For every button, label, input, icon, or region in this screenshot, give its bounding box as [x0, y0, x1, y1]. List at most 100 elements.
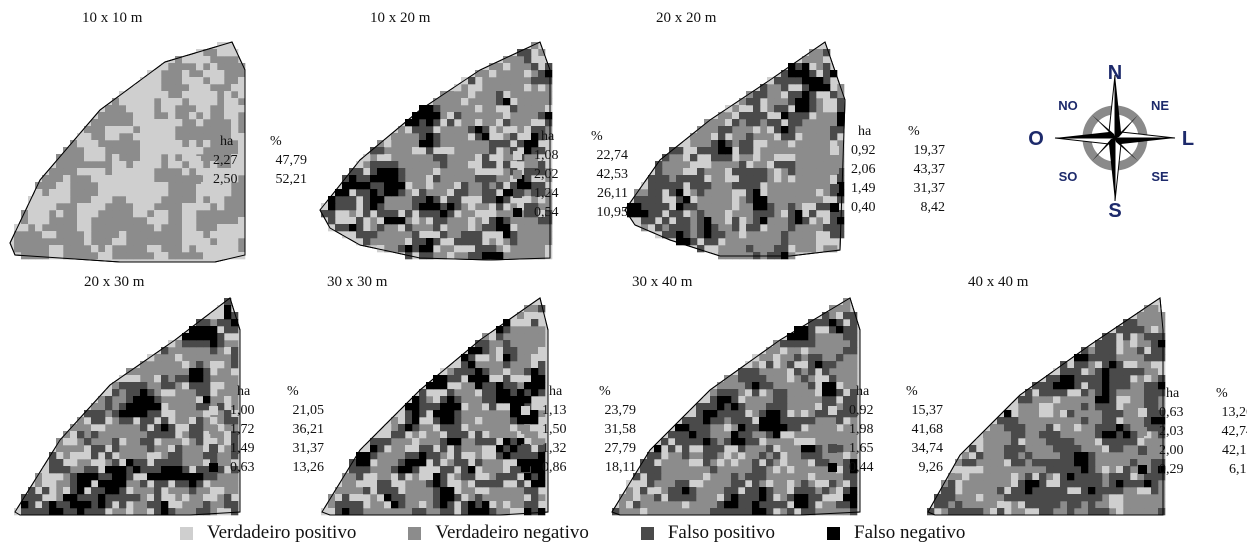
raster-cell — [1088, 508, 1096, 516]
raster-cell — [496, 368, 504, 376]
raster-cell — [182, 424, 190, 432]
raster-cell — [990, 452, 998, 460]
raster-cell — [447, 445, 455, 453]
raster-cell — [969, 501, 977, 509]
raster-cell — [426, 161, 434, 169]
raster-cell — [70, 161, 78, 169]
raster-cell — [203, 112, 211, 120]
raster-cell — [745, 452, 753, 460]
raster-cell — [759, 466, 767, 474]
raster-cell — [787, 473, 795, 481]
raster-cell — [196, 91, 204, 99]
raster-cell — [154, 354, 162, 362]
raster-cell — [732, 245, 740, 253]
raster-cell — [133, 494, 141, 502]
raster-cell — [175, 126, 183, 134]
raster-cell — [795, 98, 803, 106]
raster-cell — [342, 473, 350, 481]
classification-raster — [627, 49, 845, 260]
raster-cell — [794, 501, 802, 509]
raster-cell — [1074, 452, 1082, 460]
raster-cell — [697, 175, 705, 183]
raster-cell — [934, 508, 942, 516]
raster-cell — [746, 245, 754, 253]
raster-cell — [766, 438, 774, 446]
raster-cell — [843, 508, 851, 516]
raster-cell — [126, 112, 134, 120]
raster-cell — [788, 168, 796, 176]
raster-cell — [489, 347, 497, 355]
raster-cell — [510, 126, 518, 134]
stats-ha-value: 1,08 — [534, 148, 559, 163]
raster-cell — [503, 245, 511, 253]
raster-cell — [843, 445, 851, 453]
panel-title: 40 x 40 m — [968, 274, 1029, 290]
panel-title: 10 x 10 m — [82, 10, 143, 26]
raster-cell — [161, 182, 169, 190]
raster-cell — [489, 217, 497, 225]
raster-cell — [1109, 466, 1117, 474]
raster-cell — [447, 452, 455, 460]
raster-cell — [217, 403, 225, 411]
raster-cell — [759, 431, 767, 439]
raster-cell — [983, 459, 991, 467]
raster-cell — [517, 49, 525, 57]
raster-cell — [217, 361, 225, 369]
raster-cell — [447, 508, 455, 516]
raster-cell — [433, 424, 441, 432]
raster-cell — [140, 154, 148, 162]
stats-pct-value: 52,21 — [275, 172, 308, 187]
raster-cell — [676, 161, 684, 169]
raster-cell — [669, 231, 677, 239]
raster-cell — [475, 424, 483, 432]
raster-cell — [203, 417, 211, 425]
raster-cell — [647, 466, 655, 474]
raster-cell — [1046, 410, 1054, 418]
raster-cell — [461, 175, 469, 183]
raster-cell — [342, 508, 350, 516]
raster-cell — [161, 417, 169, 425]
raster-cell — [794, 333, 802, 341]
raster-cell — [1032, 494, 1040, 502]
raster-cell — [641, 217, 649, 225]
raster-cell — [210, 161, 218, 169]
raster-cell — [524, 333, 532, 341]
raster-cell — [105, 147, 113, 155]
raster-cell — [63, 182, 71, 190]
raster-cell — [426, 396, 434, 404]
raster-cell — [808, 347, 816, 355]
stats-header-ha: ha — [541, 129, 555, 144]
raster-cell — [787, 347, 795, 355]
raster-cell — [384, 501, 392, 509]
raster-cell — [538, 508, 546, 516]
raster-cell — [447, 252, 455, 260]
raster-cell — [731, 424, 739, 432]
raster-cell — [482, 91, 490, 99]
raster-cell — [126, 224, 134, 232]
raster-cell — [517, 354, 525, 362]
raster-cell — [668, 501, 676, 509]
raster-cell — [238, 224, 246, 232]
raster-cell — [976, 473, 984, 481]
raster-cell — [77, 252, 85, 260]
raster-cell — [531, 189, 539, 197]
raster-cell — [112, 501, 120, 509]
raster-cell — [718, 189, 726, 197]
raster-cell — [1144, 333, 1152, 341]
raster-cell — [703, 494, 711, 502]
raster-cell — [990, 466, 998, 474]
stats-table: ha% 1,08 22,74 2,02 42,53 1,24 26,11 0,54 10,95 — [513, 127, 628, 222]
raster-cell — [496, 98, 504, 106]
raster-cell — [447, 112, 455, 120]
raster-cell — [1095, 410, 1103, 418]
raster-cell — [42, 501, 50, 509]
field-map — [14, 297, 241, 516]
raster-cell — [809, 63, 817, 71]
raster-cell — [1116, 333, 1124, 341]
raster-cell — [1123, 417, 1131, 425]
raster-cell — [468, 389, 476, 397]
raster-cell — [746, 98, 754, 106]
raster-cell — [753, 196, 761, 204]
raster-cell — [787, 508, 795, 516]
stats-ha-value: 2,02 — [534, 167, 559, 182]
